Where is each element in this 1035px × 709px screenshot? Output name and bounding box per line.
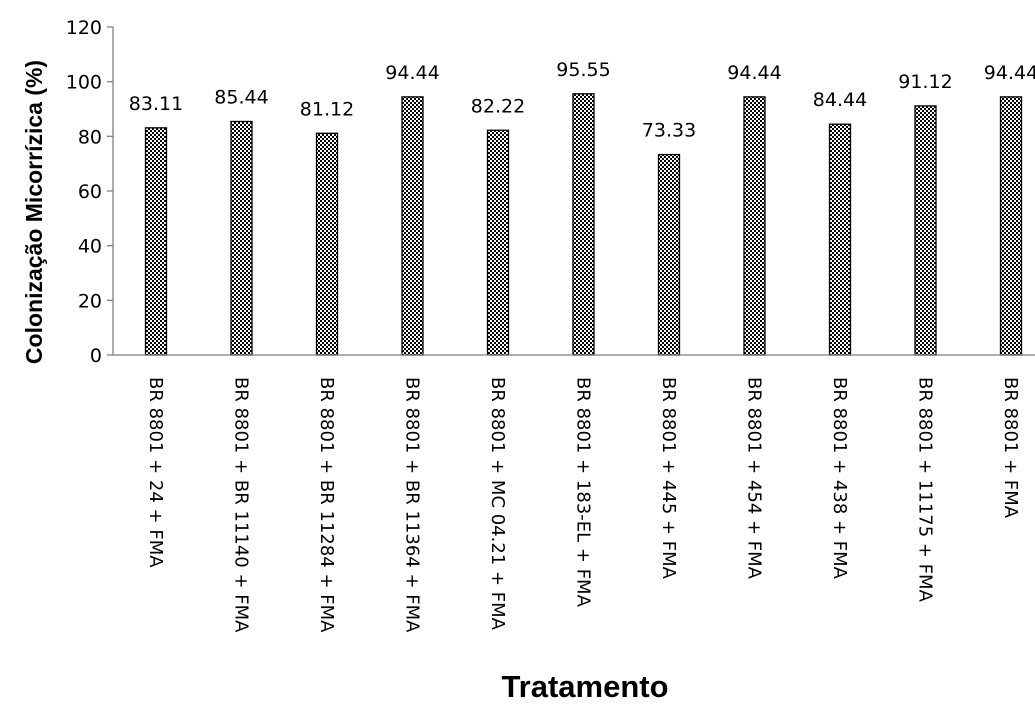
bar [572,93,595,356]
bar [914,105,937,356]
bar [743,96,766,356]
y-tick-label: 40 [78,236,102,258]
y-axis: 0 20 40 60 80 100 120 [66,17,114,367]
x-axis: BR 8801 + 24 + FMA BR 8801 + BR 11140 + F… [113,354,1035,633]
data-label: 94.44 [385,62,439,84]
y-tick-label: 20 [78,290,102,312]
y-tick-label: 120 [66,17,102,39]
x-category-label: BR 8801 + 445 + FMA [658,377,679,580]
x-category-label: BR 8801 + BR 11284 + FMA [316,377,337,633]
bar [315,132,339,356]
bar [657,153,681,356]
x-axis-title: Tratamento [501,669,668,704]
bar [230,120,253,356]
bar [999,96,1023,356]
bar [401,96,424,356]
x-category-label: BR 8801 + 11175 + FMA [915,377,936,603]
data-label: 85.44 [214,86,268,108]
x-category-label: BR 8801 + 438 + FMA [829,377,850,580]
data-label: 94.44 [727,62,781,84]
bar [144,127,168,356]
data-label: 84.44 [813,89,867,111]
x-category-label: BR 8801 + 24 + FMA [145,377,166,568]
data-label: 83.11 [129,93,183,115]
data-label: 82.22 [471,95,525,117]
y-tick-label: 80 [78,126,102,148]
data-label: 91.12 [898,71,952,93]
x-category-label: BR 8801 + BR 11364 + FMA [402,377,423,633]
x-category-label: BR 8801 + MC 04.21 + FMA [487,377,508,631]
bars [144,93,1023,356]
y-tick-label: 100 [66,72,102,94]
y-axis-title: Colonização Micorrízica (%) [21,60,47,364]
y-tick-label: 0 [90,345,102,367]
data-label: 73.33 [642,120,696,142]
bar [486,129,510,356]
data-label: 81.12 [300,98,354,120]
x-category-label: BR 8801 + FMA [1000,377,1021,519]
bar [828,123,852,356]
data-labels: 83.11 85.44 81.12 94.44 82.22 95.55 73.33 94.44… [129,59,1035,142]
data-label: 94.44 [984,62,1035,84]
y-tick-label: 60 [78,181,102,203]
x-category-label: BR 8801 + 183-EL + FMA [573,377,594,608]
x-category-label: BR 8801 + BR 11140 + FMA [231,377,252,633]
data-label: 95.55 [556,59,610,81]
x-category-label: BR 8801 + 454 + FMA [744,377,765,580]
